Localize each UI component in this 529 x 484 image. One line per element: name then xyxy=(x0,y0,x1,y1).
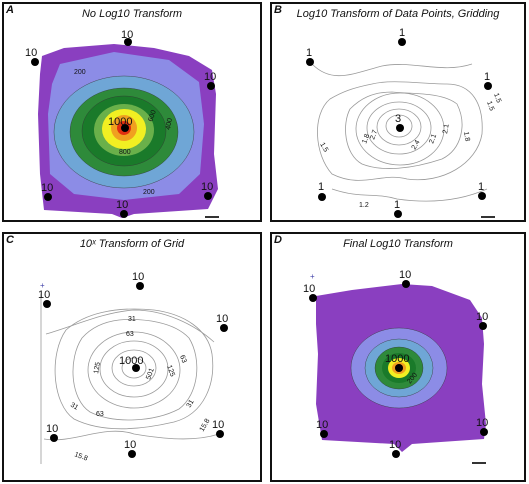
point-label: 1 xyxy=(318,181,324,193)
contour-label: 125 xyxy=(165,364,176,377)
point-label: 1 xyxy=(399,27,405,39)
point-label: 10 xyxy=(124,439,136,451)
contour-lines-c xyxy=(43,308,220,441)
contour-label: 1.5 xyxy=(492,92,502,104)
point-label: 10 xyxy=(38,289,50,301)
scale-bar xyxy=(205,216,219,218)
data-points-d xyxy=(309,280,488,458)
contour-label: 15.8 xyxy=(199,418,212,433)
contour-label: 501 xyxy=(145,367,156,380)
plus-marker: + xyxy=(310,272,315,281)
point-label: 10 xyxy=(316,419,328,431)
point-label: 10 xyxy=(204,71,216,83)
data-points-b xyxy=(306,38,492,218)
point-label: 10 xyxy=(303,283,315,295)
center-label: 1000 xyxy=(119,355,143,367)
contour-label: 31 xyxy=(186,399,196,409)
data-points-c xyxy=(43,282,228,458)
panel-title: 10ˣ Transform of Grid xyxy=(79,238,185,250)
point-label: 1 xyxy=(478,181,484,193)
point-label: 10 xyxy=(216,313,228,325)
panel-c: + 31 63 125 501 125 63 31 15.8 15.8 31 6… xyxy=(2,232,262,482)
contour-map-b: 1.5 1.8 2.1 2.4 2.7 1.5 1.8 2.1 1.2 1.5 … xyxy=(306,27,502,218)
contour-label: 400 xyxy=(165,118,174,131)
plus-marker: + xyxy=(40,281,45,290)
contour-label: 15.8 xyxy=(73,451,88,462)
point-label: 1 xyxy=(484,71,490,83)
contour-label: 1.5 xyxy=(318,142,329,154)
scale-bar xyxy=(472,462,486,464)
contour-label: 1.8 xyxy=(361,133,371,145)
contour-label: 63 xyxy=(96,411,104,418)
panel-letter: D xyxy=(274,234,282,246)
point-label: 10 xyxy=(116,199,128,211)
contour-label: 31 xyxy=(69,402,79,412)
panel-a: 200 400 600 800 200 10 10 10 10 10 10 10… xyxy=(2,2,262,222)
point-label: 10 xyxy=(121,29,133,41)
contour-label: 2.7 xyxy=(369,129,379,141)
scale-bar xyxy=(481,216,495,218)
center-label: 1000 xyxy=(108,116,132,128)
point-label: 10 xyxy=(201,181,213,193)
panel-b: 1.5 1.8 2.1 2.4 2.7 1.5 1.8 2.1 1.2 1.5 … xyxy=(270,2,526,222)
contour-map-a: 200 400 600 800 200 10 10 10 10 10 10 10… xyxy=(25,29,219,218)
contour-label: 2.1 xyxy=(442,123,451,134)
center-label: 1000 xyxy=(385,353,409,365)
panel-title: No Log10 Transform xyxy=(81,8,183,20)
center-label: 3 xyxy=(395,113,401,125)
point-label: 10 xyxy=(25,47,37,59)
contour-label: 31 xyxy=(128,316,136,323)
point-label: 1 xyxy=(306,47,312,59)
contour-map-c: + 31 63 125 501 125 63 31 15.8 15.8 31 6… xyxy=(38,271,228,464)
contour-label: 125 xyxy=(93,362,102,375)
contour-label: 200 xyxy=(143,189,155,196)
contour-label: 2.4 xyxy=(411,139,422,151)
panel-d: + 200 10 10 10 10 10 10 1000 D Final Log… xyxy=(270,232,526,482)
point-label: 1 xyxy=(394,199,400,211)
point-label: 10 xyxy=(399,269,411,281)
panel-title: Final Log10 Transform xyxy=(343,238,453,250)
point-label: 10 xyxy=(41,182,53,194)
contour-label: 63 xyxy=(126,331,134,338)
point-label: 10 xyxy=(476,311,488,323)
contour-lines-b xyxy=(311,63,488,202)
point-label: 10 xyxy=(476,417,488,429)
contour-label: 1.8 xyxy=(462,131,471,142)
point-label: 10 xyxy=(389,439,401,451)
contour-label: 63 xyxy=(178,354,187,364)
data-points-a xyxy=(31,38,215,218)
point-label: 10 xyxy=(46,423,58,435)
contour-label: 800 xyxy=(119,149,131,156)
contour-label: 600 xyxy=(147,109,158,122)
point-label: 10 xyxy=(212,419,224,431)
panel-letter: A xyxy=(6,4,14,16)
panel-title: Log10 Transform of Data Points, Gridding xyxy=(296,8,500,20)
contour-label: 200 xyxy=(74,69,86,76)
panel-letter: C xyxy=(6,234,14,246)
contour-label: 1.2 xyxy=(359,202,369,209)
panel-letter: B xyxy=(274,4,282,16)
contour-map-d: + 200 10 10 10 10 10 10 1000 xyxy=(303,269,488,464)
point-label: 10 xyxy=(132,271,144,283)
contour-label: 1.5 xyxy=(485,100,495,112)
contour-label: 2.1 xyxy=(428,133,438,145)
